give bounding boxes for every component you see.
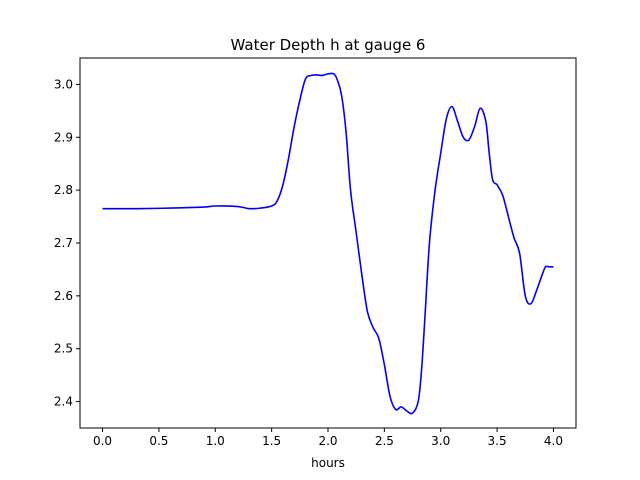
x-tick-label: 1.0 [206, 434, 225, 448]
x-tick-label: 3.0 [431, 434, 450, 448]
series-layer [102, 72, 554, 415]
plot-frame [79, 57, 577, 429]
x-tick-label: 1.5 [262, 434, 281, 448]
x-tick-label: 0.0 [93, 434, 112, 448]
x-tick-label: 0.5 [149, 434, 168, 448]
x-tick-label: 2.0 [318, 434, 337, 448]
y-axis-ticks: 2.4 2.5 2.6 2.7 2.8 2.9 3.0 [54, 77, 80, 409]
y-tick-label: 3.0 [54, 77, 73, 91]
y-tick-label: 2.9 [54, 130, 73, 144]
x-tick-label: 2.5 [375, 434, 394, 448]
y-tick-label: 2.8 [54, 183, 73, 197]
y-tick-label: 2.6 [54, 289, 73, 303]
x-tick-label: 3.5 [488, 434, 507, 448]
x-tick-label: 4.0 [544, 434, 563, 448]
series-line-0 [102, 72, 554, 415]
y-tick-label: 2.7 [54, 236, 73, 250]
chart-title: Water Depth h at gauge 6 [231, 36, 426, 54]
x-axis-ticks: 0.0 0.5 1.0 1.5 2.0 2.5 3.0 3.5 4.0 [93, 428, 563, 448]
y-tick-label: 2.5 [54, 342, 73, 356]
x-axis-label: hours [311, 456, 345, 470]
plot-area [80, 58, 576, 428]
y-tick-label: 2.4 [54, 395, 73, 409]
